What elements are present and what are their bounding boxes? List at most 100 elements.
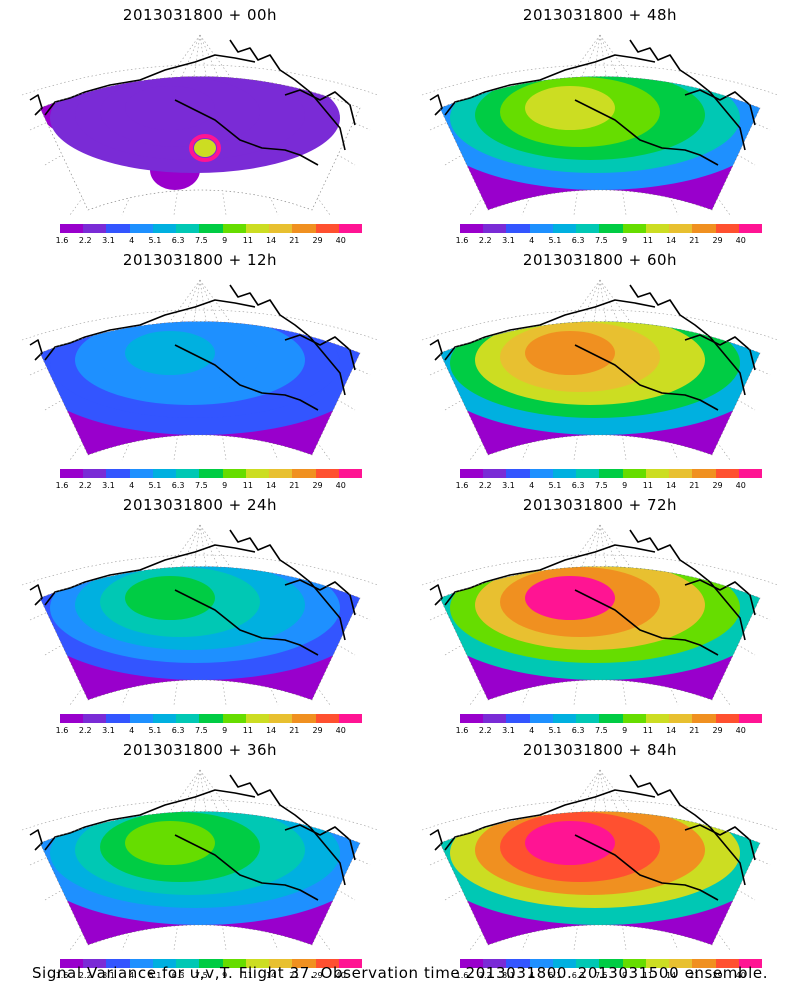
colorbar-labels: 1.6 2.2 3.1 4 5.1 6.3 7.5 9 11 14 21 29 40 [452, 481, 770, 491]
variance-field [40, 566, 360, 700]
colorbar-swatch [552, 469, 577, 478]
colorbar-swatch [738, 224, 763, 233]
colorbar-label: 7.5 [595, 481, 608, 490]
colorbar-label: 1.6 [55, 726, 69, 735]
colorbar-swatch [315, 224, 339, 233]
colorbar-swatch [292, 714, 316, 723]
colorbar-labels: 1.6 2.2 3.1 4 5.1 6.3 7.5 9 11 14 21 29 40 [52, 481, 370, 491]
colorbar-label: 21 [289, 726, 300, 735]
colorbar-swatch [106, 469, 130, 478]
colorbar-label: 40 [335, 236, 346, 245]
colorbar-label: 9 [222, 236, 228, 245]
colorbar-swatch [315, 469, 339, 478]
colorbar-swatch [599, 714, 623, 723]
colorbar-label: 40 [735, 481, 746, 490]
colorbar-label: 29 [712, 236, 723, 245]
colorbar-swatch [460, 224, 484, 233]
colorbar-swatch [460, 469, 484, 478]
colorbar-swatch [152, 959, 177, 968]
colorbar-label: 11 [642, 481, 653, 490]
colorbar-swatch [622, 714, 646, 723]
panel-title: 2013031800 + 48h [522, 6, 678, 24]
colorbar-label: 11 [642, 971, 653, 980]
colorbar-swatch [738, 469, 763, 478]
coastlines [29, 284, 356, 411]
colorbar-swatch [60, 959, 84, 968]
colorbar-label: 14 [665, 971, 677, 980]
variance-field [40, 76, 360, 210]
colorbar-swatch [599, 959, 623, 968]
colorbar-swatch [576, 714, 600, 723]
colorbar-label: 6.3 [571, 481, 585, 490]
colorbar-swatch [129, 224, 153, 233]
colorbar-label: 11 [242, 236, 253, 245]
colorbar-label: 3.1 [502, 236, 515, 245]
colorbar-swatch [506, 714, 530, 723]
colorbar-swatch [199, 714, 223, 723]
colorbar-label: 6.3 [571, 726, 585, 735]
colorbar-label: 5.1 [548, 236, 562, 245]
colorbar-swatch [338, 469, 363, 478]
colorbar-swatch [738, 714, 763, 723]
colorbar-swatch [222, 469, 246, 478]
colorbar [460, 959, 763, 968]
colorbar-label: 5.1 [548, 971, 562, 980]
colorbar-labels: 1.6 2.2 3.1 4 5.1 6.3 7.5 9 11 14 21 29 40 [452, 726, 770, 736]
colorbar-swatch [315, 714, 339, 723]
colorbar-swatch [483, 469, 507, 478]
colorbar-label: 21 [689, 236, 700, 245]
colorbar-swatch [483, 224, 507, 233]
colorbar-label: 14 [665, 726, 677, 735]
colorbar-label: 4 [129, 481, 135, 490]
colorbar-label: 9 [622, 726, 628, 735]
colorbar-label: 7.5 [195, 726, 208, 735]
variance-field [440, 811, 760, 945]
colorbar-label: 29 [712, 726, 723, 735]
colorbar-label: 4 [129, 971, 135, 980]
colorbar-swatch [669, 714, 693, 723]
colorbar-label: 3.1 [102, 236, 115, 245]
forecast-panel: 2013031800 + 12h 1.6 2.2 3.1 4 5.1 6.3 7.5 9 11 14… [0, 245, 400, 490]
colorbar-swatch [483, 959, 507, 968]
colorbar-label: 2.2 [78, 236, 92, 245]
figure-caption: Signal Variance for u,v,T. Flight 37. Ob… [31, 964, 769, 982]
colorbar-label: 11 [242, 481, 253, 490]
colorbar-swatch [622, 469, 646, 478]
colorbar-label: 14 [265, 971, 277, 980]
colorbar [60, 714, 363, 723]
colorbar-swatch [315, 959, 339, 968]
colorbar-swatch [715, 959, 739, 968]
colorbar-swatch [269, 469, 293, 478]
coastlines [29, 774, 356, 901]
colorbar-label: 9 [622, 971, 628, 980]
colorbar-label: 21 [689, 726, 700, 735]
colorbar-swatch [176, 469, 200, 478]
variance-map [421, 34, 779, 216]
coastlines [429, 529, 756, 656]
panel-title: 2013031800 + 36h [122, 741, 278, 759]
forecast-panel: 2013031800 + 36h 1.6 2.2 3.1 4 5.1 6.3 7.5 9 11 14… [0, 735, 400, 980]
colorbar-label: 2.2 [478, 236, 492, 245]
colorbar-swatch [529, 714, 553, 723]
colorbar [60, 224, 363, 233]
colorbar-label: 7.5 [195, 971, 208, 980]
colorbar-swatch [692, 224, 716, 233]
colorbar-swatch [692, 959, 716, 968]
panel-title: 2013031800 + 84h [522, 741, 678, 759]
colorbar-label: 14 [265, 726, 277, 735]
forecast-panel: 2013031800 + 60h 1.6 2.2 3.1 4 5.1 6.3 7.5 9 11 14… [400, 245, 800, 490]
colorbar-swatch [552, 224, 577, 233]
colorbar-label: 7.5 [595, 971, 608, 980]
colorbar-swatch [506, 469, 530, 478]
colorbar-swatch [245, 959, 270, 968]
colorbar-label: 2.2 [78, 726, 92, 735]
variance-map [21, 769, 379, 951]
colorbar-label: 7.5 [595, 236, 608, 245]
colorbar-swatch [552, 714, 577, 723]
colorbar-swatch [529, 959, 553, 968]
colorbar-label: 14 [665, 236, 677, 245]
colorbar-swatch [715, 714, 739, 723]
forecast-panel: 2013031800 + 84h 1.6 2.2 3.1 4 5.1 6.3 7.5 9 11 14… [400, 735, 800, 980]
colorbar-swatch [529, 469, 553, 478]
colorbar-label: 21 [289, 971, 300, 980]
